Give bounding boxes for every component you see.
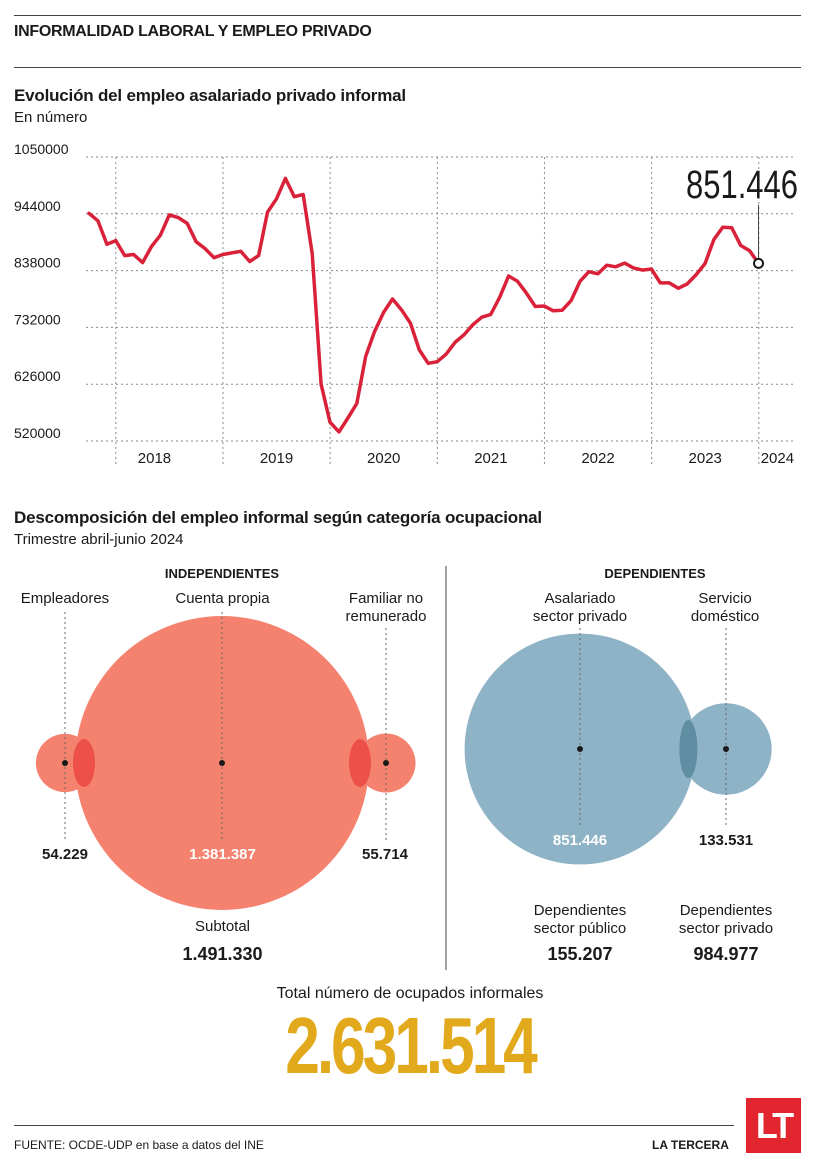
label-dep-publico-line2: sector público (533, 920, 627, 937)
x-tick-label: 2020 (367, 450, 400, 467)
bubble-center-dot (577, 746, 583, 752)
label-asalariado-line2: sector privado (532, 608, 628, 625)
y-tick-label: 944000 (14, 198, 61, 214)
subtotal-label: Subtotal (194, 918, 251, 935)
label-dep-privado-line2: sector privado (678, 920, 774, 937)
label-dep-publico-line1: Dependientes (533, 902, 627, 919)
x-tick-label: 2023 (689, 450, 722, 467)
overlap-familiar (349, 739, 371, 787)
overlap-empleadores (73, 739, 95, 787)
value-asalariado: 851.446 (552, 832, 608, 849)
footer-rule (14, 1125, 734, 1126)
bubble-center-dot (723, 746, 729, 752)
bubble-chart-subtitle: Trimestre abril-junio 2024 (14, 531, 184, 548)
bubble-center-dot (62, 760, 68, 766)
line-chart-subtitle: En número (14, 109, 88, 126)
series-line (87, 176, 761, 434)
label-empleadores: Empleadores (20, 590, 110, 607)
y-tick-label: 626000 (14, 368, 61, 384)
group-title-independientes: INDEPENDIENTES (164, 566, 280, 581)
y-tick-label: 1050000 (14, 141, 69, 157)
line-chart: 1050000 944000 838000 732000 626000 520000 201… (14, 141, 798, 467)
last-value-marker (753, 257, 765, 269)
line-chart-title: Evolución del empleo asalariado privado … (14, 86, 406, 105)
bubble-center-dot (219, 760, 225, 766)
x-tick-label: 2018 (138, 450, 171, 467)
subtotal-value: 1.491.330 (182, 944, 263, 964)
x-tick-label: 2024 (761, 450, 794, 467)
header-title: INFORMALIDAD LABORAL Y EMPLEO PRIVADO (14, 23, 372, 40)
value-dep-privado: 984.977 (693, 944, 759, 964)
value-empleadores: 54.229 (42, 846, 88, 863)
header-rule (14, 67, 801, 68)
x-tick-label: 2019 (260, 450, 293, 467)
label-familiar-line2: remunerado (345, 608, 427, 625)
value-servicio: 133.531 (698, 832, 754, 849)
bubble-center-dot (383, 760, 389, 766)
label-cuenta-propia: Cuenta propia (175, 590, 270, 607)
label-asalariado-line1: Asalariado (544, 590, 616, 607)
overlap-servicio (679, 720, 698, 778)
label-dep-privado-line1: Dependientes (679, 902, 773, 919)
value-dep-publico: 155.207 (547, 944, 613, 964)
footer-source: FUENTE: OCDE-UDP en base a datos del INE (14, 1138, 264, 1152)
footer-brand: LA TERCERA (652, 1138, 729, 1152)
top-rule (14, 15, 801, 16)
label-familiar-line1: Familiar no (348, 590, 424, 607)
bubble-chart (35, 566, 772, 970)
value-familiar: 55.714 (362, 846, 408, 863)
x-tick-label: 2021 (474, 450, 507, 467)
total-value: 2.631.514 (285, 1001, 538, 1090)
total-label: Total número de ocupados informales (276, 985, 544, 1002)
y-tick-label: 838000 (14, 255, 61, 271)
la-tercera-logo: LT (746, 1098, 801, 1153)
last-value-label: 851.446 (686, 163, 798, 207)
bubble-chart-title: Descomposición del empleo informal según… (14, 508, 542, 527)
label-servicio-line1: Servicio (698, 590, 752, 607)
y-tick-label: 520000 (14, 425, 61, 441)
y-tick-label: 732000 (14, 311, 61, 327)
group-title-dependientes: DEPENDIENTES (604, 566, 706, 581)
value-cuenta-propia: 1.381.387 (189, 846, 256, 863)
x-tick-label: 2022 (581, 450, 614, 467)
label-servicio-line2: doméstico (690, 608, 760, 625)
